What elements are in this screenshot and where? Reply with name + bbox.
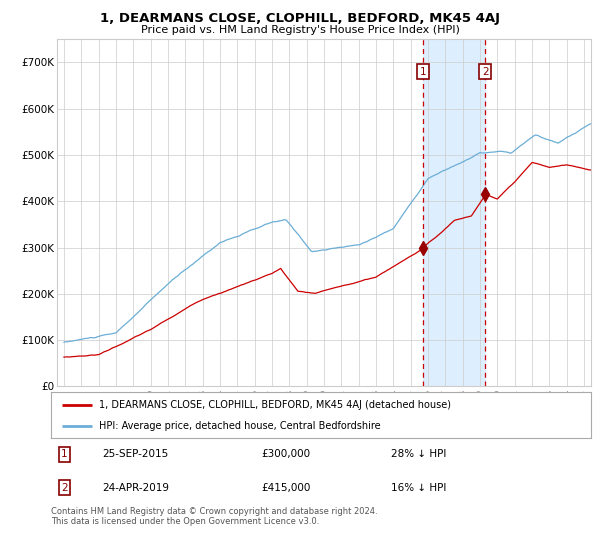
Text: 2: 2 [61, 483, 68, 493]
Text: 1, DEARMANS CLOSE, CLOPHILL, BEDFORD, MK45 4AJ (detached house): 1, DEARMANS CLOSE, CLOPHILL, BEDFORD, MK… [98, 400, 451, 410]
Text: Contains HM Land Registry data © Crown copyright and database right 2024.
This d: Contains HM Land Registry data © Crown c… [51, 507, 377, 526]
Text: 1, DEARMANS CLOSE, CLOPHILL, BEDFORD, MK45 4AJ: 1, DEARMANS CLOSE, CLOPHILL, BEDFORD, MK… [100, 12, 500, 25]
Text: 1: 1 [61, 450, 68, 459]
Text: Price paid vs. HM Land Registry's House Price Index (HPI): Price paid vs. HM Land Registry's House … [140, 25, 460, 35]
Text: 2: 2 [482, 67, 489, 77]
Text: 24-APR-2019: 24-APR-2019 [103, 483, 169, 493]
Text: 1: 1 [420, 67, 427, 77]
Bar [424, 39, 485, 386]
Text: HPI: Average price, detached house, Central Bedfordshire: HPI: Average price, detached house, Cent… [98, 421, 380, 431]
Text: 25-SEP-2015: 25-SEP-2015 [103, 450, 169, 459]
Text: £300,000: £300,000 [262, 450, 311, 459]
Text: 16% ↓ HPI: 16% ↓ HPI [391, 483, 446, 493]
Text: £415,000: £415,000 [262, 483, 311, 493]
Text: 28% ↓ HPI: 28% ↓ HPI [391, 450, 446, 459]
